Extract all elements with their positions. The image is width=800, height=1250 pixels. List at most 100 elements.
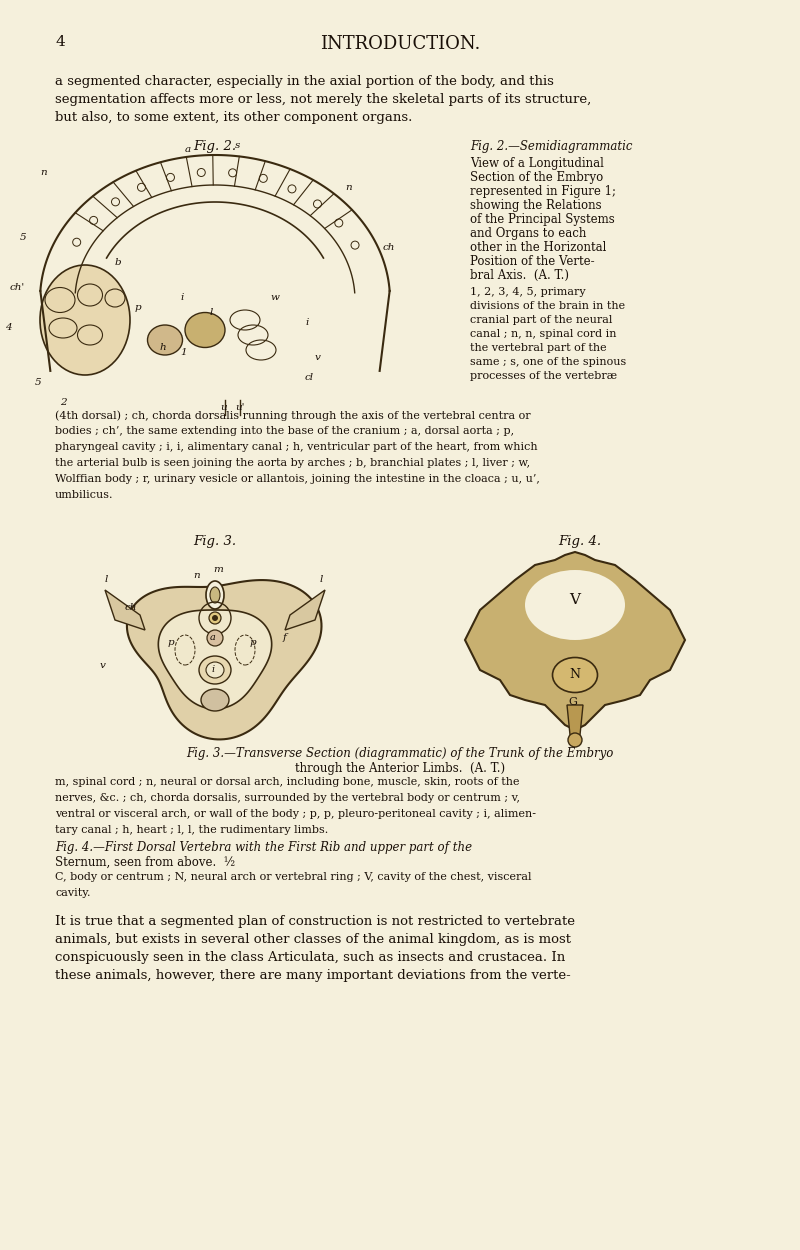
Text: V: V	[570, 592, 581, 608]
Text: canal ; n, n, spinal cord in: canal ; n, n, spinal cord in	[470, 329, 617, 339]
Text: n: n	[345, 182, 352, 192]
Ellipse shape	[525, 570, 625, 640]
Text: Fig. 3.: Fig. 3.	[194, 535, 237, 548]
Circle shape	[212, 615, 218, 621]
Text: C, body or centrum ; N, neural arch or vertebral ring ; V, cavity of the chest, : C, body or centrum ; N, neural arch or v…	[55, 872, 531, 882]
Text: same ; s, one of the spinous: same ; s, one of the spinous	[470, 357, 626, 367]
Text: f: f	[283, 632, 287, 642]
Text: n: n	[193, 571, 200, 580]
Text: p: p	[250, 638, 257, 648]
Ellipse shape	[185, 312, 225, 348]
Text: cranial part of the neural: cranial part of the neural	[470, 315, 612, 325]
Text: a: a	[185, 145, 191, 154]
Polygon shape	[105, 590, 145, 630]
Text: ch: ch	[125, 602, 138, 612]
Ellipse shape	[199, 656, 231, 684]
Text: tary canal ; h, heart ; l, l, the rudimentary limbs.: tary canal ; h, heart ; l, l, the rudime…	[55, 825, 328, 835]
Polygon shape	[465, 552, 685, 730]
Polygon shape	[285, 590, 325, 630]
Text: 5: 5	[20, 232, 26, 242]
Text: of the Principal Systems: of the Principal Systems	[470, 213, 614, 226]
Text: nerves, &c. ; ch, chorda dorsalis, surrounded by the vertebral body or centrum ;: nerves, &c. ; ch, chorda dorsalis, surro…	[55, 792, 520, 802]
Ellipse shape	[553, 658, 598, 692]
Text: 4: 4	[55, 35, 65, 49]
Text: u: u	[220, 402, 226, 412]
Text: bodies ; ch’, the same extending into the base of the cranium ; a, dorsal aorta : bodies ; ch’, the same extending into th…	[55, 426, 514, 436]
Ellipse shape	[40, 265, 130, 375]
Text: INTRODUCTION.: INTRODUCTION.	[320, 35, 480, 52]
Text: Fig. 4.—First Dorsal Vertebra with the First Rib and upper part of the: Fig. 4.—First Dorsal Vertebra with the F…	[55, 841, 472, 854]
Ellipse shape	[210, 588, 220, 602]
Text: Wolffian body ; r, urinary vesicle or allantois, joining the intestine in the cl: Wolffian body ; r, urinary vesicle or al…	[55, 474, 540, 484]
Text: showing the Relations: showing the Relations	[470, 199, 602, 212]
Text: m: m	[213, 565, 223, 574]
Text: l: l	[320, 575, 323, 584]
Text: v: v	[315, 352, 321, 362]
Polygon shape	[127, 580, 322, 740]
Text: processes of the vertebræ: processes of the vertebræ	[470, 371, 617, 381]
Text: Sternum, seen from above.  ½: Sternum, seen from above. ½	[55, 856, 235, 869]
Text: bral Axis.  (A. T.): bral Axis. (A. T.)	[470, 269, 569, 282]
Text: conspicuously seen in the class Articulata, such as insects and crustacea. In: conspicuously seen in the class Articula…	[55, 951, 566, 964]
Text: Fig. 2.—Semidiagrammatic: Fig. 2.—Semidiagrammatic	[470, 140, 633, 152]
Text: m, spinal cord ; n, neural or dorsal arch, including bone, muscle, skin, roots o: m, spinal cord ; n, neural or dorsal arc…	[55, 778, 519, 788]
Text: 1: 1	[180, 348, 186, 358]
Text: Position of the Verte-: Position of the Verte-	[470, 255, 594, 268]
Text: 4: 4	[5, 322, 12, 332]
Text: pharyngeal cavity ; i, i, alimentary canal ; h, ventricular part of the heart, f: pharyngeal cavity ; i, i, alimentary can…	[55, 442, 538, 452]
Text: i: i	[211, 665, 214, 675]
Text: these animals, however, there are many important deviations from the verte-: these animals, however, there are many i…	[55, 969, 570, 982]
Text: i: i	[305, 318, 308, 328]
Text: 2: 2	[60, 398, 66, 408]
Polygon shape	[158, 610, 272, 709]
Text: represented in Figure 1;: represented in Figure 1;	[470, 185, 616, 198]
Text: l: l	[210, 308, 214, 318]
Text: animals, but exists in several other classes of the animal kingdom, as is most: animals, but exists in several other cla…	[55, 932, 571, 946]
Text: segmentation affects more or less, not merely the skeletal parts of its structur: segmentation affects more or less, not m…	[55, 92, 591, 106]
Text: View of a Longitudinal: View of a Longitudinal	[470, 158, 604, 170]
Text: w: w	[270, 292, 279, 302]
Text: cavity.: cavity.	[55, 888, 90, 898]
Text: p: p	[168, 638, 174, 648]
Text: b: b	[115, 258, 122, 268]
Text: Fig. 3.—Transverse Section (diagrammatic) of the Trunk of the Embryo: Fig. 3.—Transverse Section (diagrammatic…	[186, 748, 614, 760]
Text: Section of the Embryo: Section of the Embryo	[470, 171, 603, 184]
Text: ventral or visceral arch, or wall of the body ; p, p, pleuro-peritoneal cavity ;: ventral or visceral arch, or wall of the…	[55, 809, 536, 819]
Text: 5: 5	[35, 378, 42, 388]
Text: but also, to some extent, its other component organs.: but also, to some extent, its other comp…	[55, 111, 412, 124]
Ellipse shape	[147, 325, 182, 355]
Text: the arterial bulb is seen joining the aorta by arches ; b, branchial plates ; l,: the arterial bulb is seen joining the ao…	[55, 458, 530, 468]
Ellipse shape	[201, 689, 229, 711]
Ellipse shape	[206, 662, 224, 678]
Text: l: l	[105, 575, 108, 584]
Text: ch: ch	[383, 242, 395, 252]
Polygon shape	[567, 705, 583, 735]
Text: other in the Horizontal: other in the Horizontal	[470, 241, 606, 254]
Text: u': u'	[235, 402, 245, 412]
Circle shape	[209, 612, 221, 624]
Text: the vertebral part of the: the vertebral part of the	[470, 342, 606, 352]
Text: (4th dorsal) ; ch, chorda dorsalis running through the axis of the vertebral cen: (4th dorsal) ; ch, chorda dorsalis runni…	[55, 410, 530, 420]
Text: a: a	[210, 634, 216, 642]
Ellipse shape	[206, 581, 224, 609]
Text: s: s	[235, 141, 240, 150]
Text: 1, 2, 3, 4, 5, primary: 1, 2, 3, 4, 5, primary	[470, 288, 586, 298]
Text: It is true that a segmented plan of construction is not restricted to vertebrate: It is true that a segmented plan of cons…	[55, 915, 575, 928]
Text: Fig. 4.: Fig. 4.	[558, 535, 602, 548]
Text: a segmented character, especially in the axial portion of the body, and this: a segmented character, especially in the…	[55, 75, 554, 88]
Text: n: n	[40, 168, 46, 177]
Text: divisions of the brain in the: divisions of the brain in the	[470, 301, 625, 311]
Text: through the Anterior Limbs.  (A. T.): through the Anterior Limbs. (A. T.)	[295, 762, 505, 775]
Circle shape	[568, 732, 582, 748]
Text: v: v	[100, 661, 106, 670]
Text: Fig. 2.: Fig. 2.	[194, 140, 237, 152]
Text: and Organs to each: and Organs to each	[470, 228, 586, 240]
Text: N: N	[570, 669, 581, 681]
Text: ch': ch'	[10, 282, 26, 292]
Text: h: h	[160, 342, 166, 352]
Circle shape	[207, 630, 223, 646]
Text: cl: cl	[305, 372, 314, 382]
Text: i: i	[180, 292, 183, 302]
Text: G: G	[569, 698, 578, 708]
Text: umbilicus.: umbilicus.	[55, 490, 114, 500]
